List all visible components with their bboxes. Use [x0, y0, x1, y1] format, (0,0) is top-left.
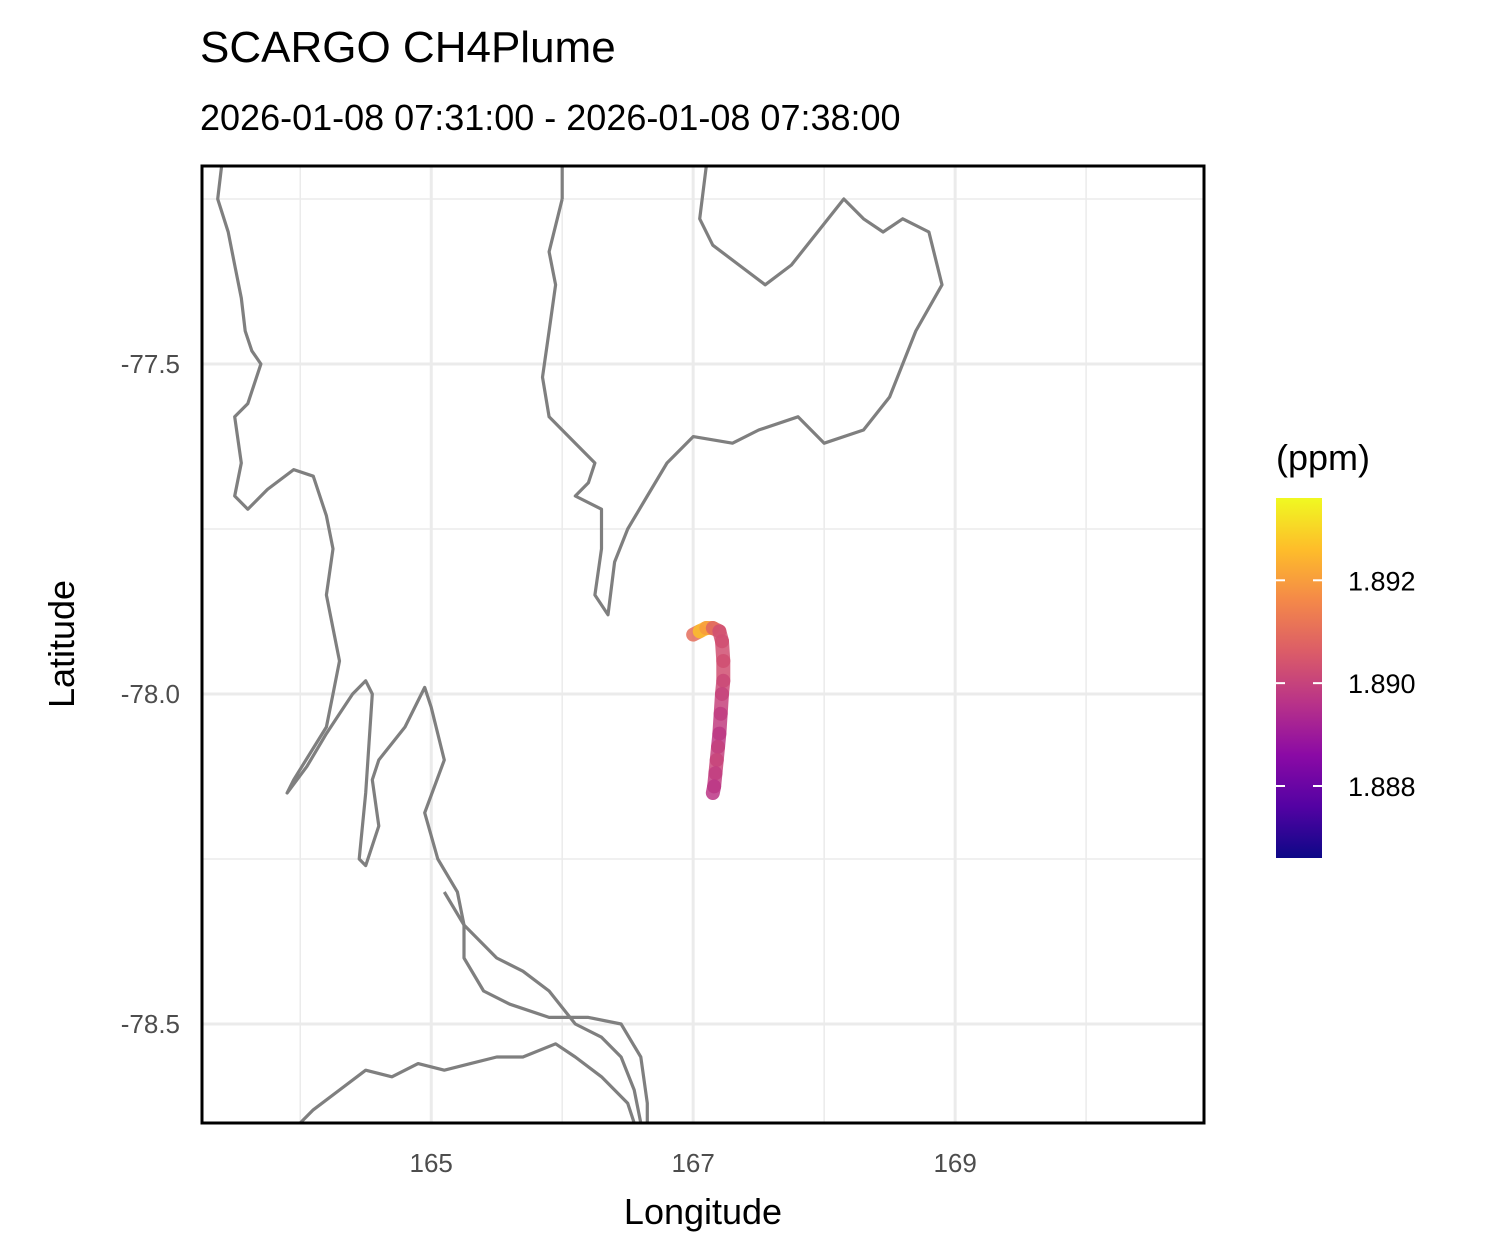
chart-title: SCARGO CH4Plume: [200, 23, 616, 72]
coastline: [216, 166, 944, 1123]
coastline-path: [299, 1042, 636, 1123]
legend-colorbar: [1276, 498, 1322, 858]
y-axis-title: Latitude: [41, 580, 82, 708]
coastline-path: [216, 166, 649, 1123]
x-tick-label: 165: [410, 1148, 453, 1178]
ch4-track: [686, 621, 731, 800]
y-tick-label: -78.0: [121, 679, 180, 709]
track-segment: [705, 779, 722, 800]
legend-label: 1.888: [1348, 772, 1416, 802]
y-axis-ticks: -77.5 -78.0 -78.5: [121, 349, 180, 1039]
legend: (ppm) 1.888 1.890 1.892: [1276, 437, 1416, 858]
coastline-path: [442, 891, 643, 1123]
legend-label: 1.892: [1348, 566, 1416, 596]
grid: [202, 166, 1204, 1123]
chart-subtitle: 2026-01-08 07:31:00 - 2026-01-08 07:38:0…: [200, 97, 901, 138]
plot-panel-border: [200, 164, 1206, 1125]
x-tick-label: 167: [671, 1148, 714, 1178]
y-tick-label: -78.5: [121, 1009, 180, 1039]
x-axis-ticks: 165 167 169: [410, 1148, 977, 1178]
legend-title: (ppm): [1276, 437, 1370, 478]
x-tick-label: 169: [933, 1148, 976, 1178]
x-axis-title: Longitude: [624, 1191, 782, 1232]
legend-label: 1.890: [1348, 669, 1416, 699]
y-tick-label: -77.5: [121, 349, 180, 379]
legend-ticks: 1.888 1.890 1.892: [1276, 566, 1416, 802]
coastline-path: [540, 166, 944, 617]
